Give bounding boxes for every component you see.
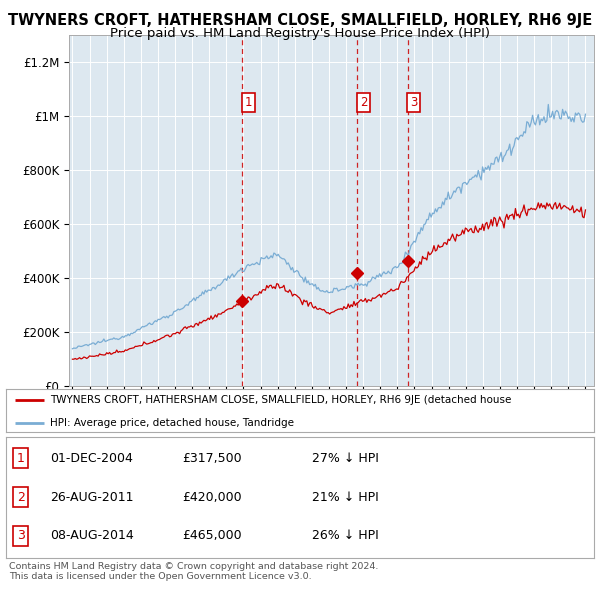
Text: 3: 3 bbox=[410, 96, 418, 109]
Text: 2: 2 bbox=[360, 96, 367, 109]
Text: 21% ↓ HPI: 21% ↓ HPI bbox=[312, 490, 379, 504]
Text: Price paid vs. HM Land Registry's House Price Index (HPI): Price paid vs. HM Land Registry's House … bbox=[110, 27, 490, 40]
Text: £420,000: £420,000 bbox=[182, 490, 242, 504]
Text: 01-DEC-2004: 01-DEC-2004 bbox=[50, 452, 133, 465]
Text: 08-AUG-2014: 08-AUG-2014 bbox=[50, 529, 134, 542]
Text: 3: 3 bbox=[17, 529, 25, 542]
Text: £465,000: £465,000 bbox=[182, 529, 242, 542]
Text: £317,500: £317,500 bbox=[182, 452, 242, 465]
Text: 1: 1 bbox=[17, 452, 25, 465]
Text: 27% ↓ HPI: 27% ↓ HPI bbox=[312, 452, 379, 465]
Text: 26-AUG-2011: 26-AUG-2011 bbox=[50, 490, 134, 504]
Text: HPI: Average price, detached house, Tandridge: HPI: Average price, detached house, Tand… bbox=[50, 418, 294, 428]
Text: 1: 1 bbox=[245, 96, 252, 109]
Text: 2: 2 bbox=[17, 490, 25, 504]
Text: TWYNERS CROFT, HATHERSHAM CLOSE, SMALLFIELD, HORLEY, RH6 9JE (detached house: TWYNERS CROFT, HATHERSHAM CLOSE, SMALLFI… bbox=[50, 395, 511, 405]
Text: TWYNERS CROFT, HATHERSHAM CLOSE, SMALLFIELD, HORLEY, RH6 9JE: TWYNERS CROFT, HATHERSHAM CLOSE, SMALLFI… bbox=[8, 13, 592, 28]
Text: 26% ↓ HPI: 26% ↓ HPI bbox=[312, 529, 379, 542]
Text: Contains HM Land Registry data © Crown copyright and database right 2024.
This d: Contains HM Land Registry data © Crown c… bbox=[9, 562, 379, 581]
